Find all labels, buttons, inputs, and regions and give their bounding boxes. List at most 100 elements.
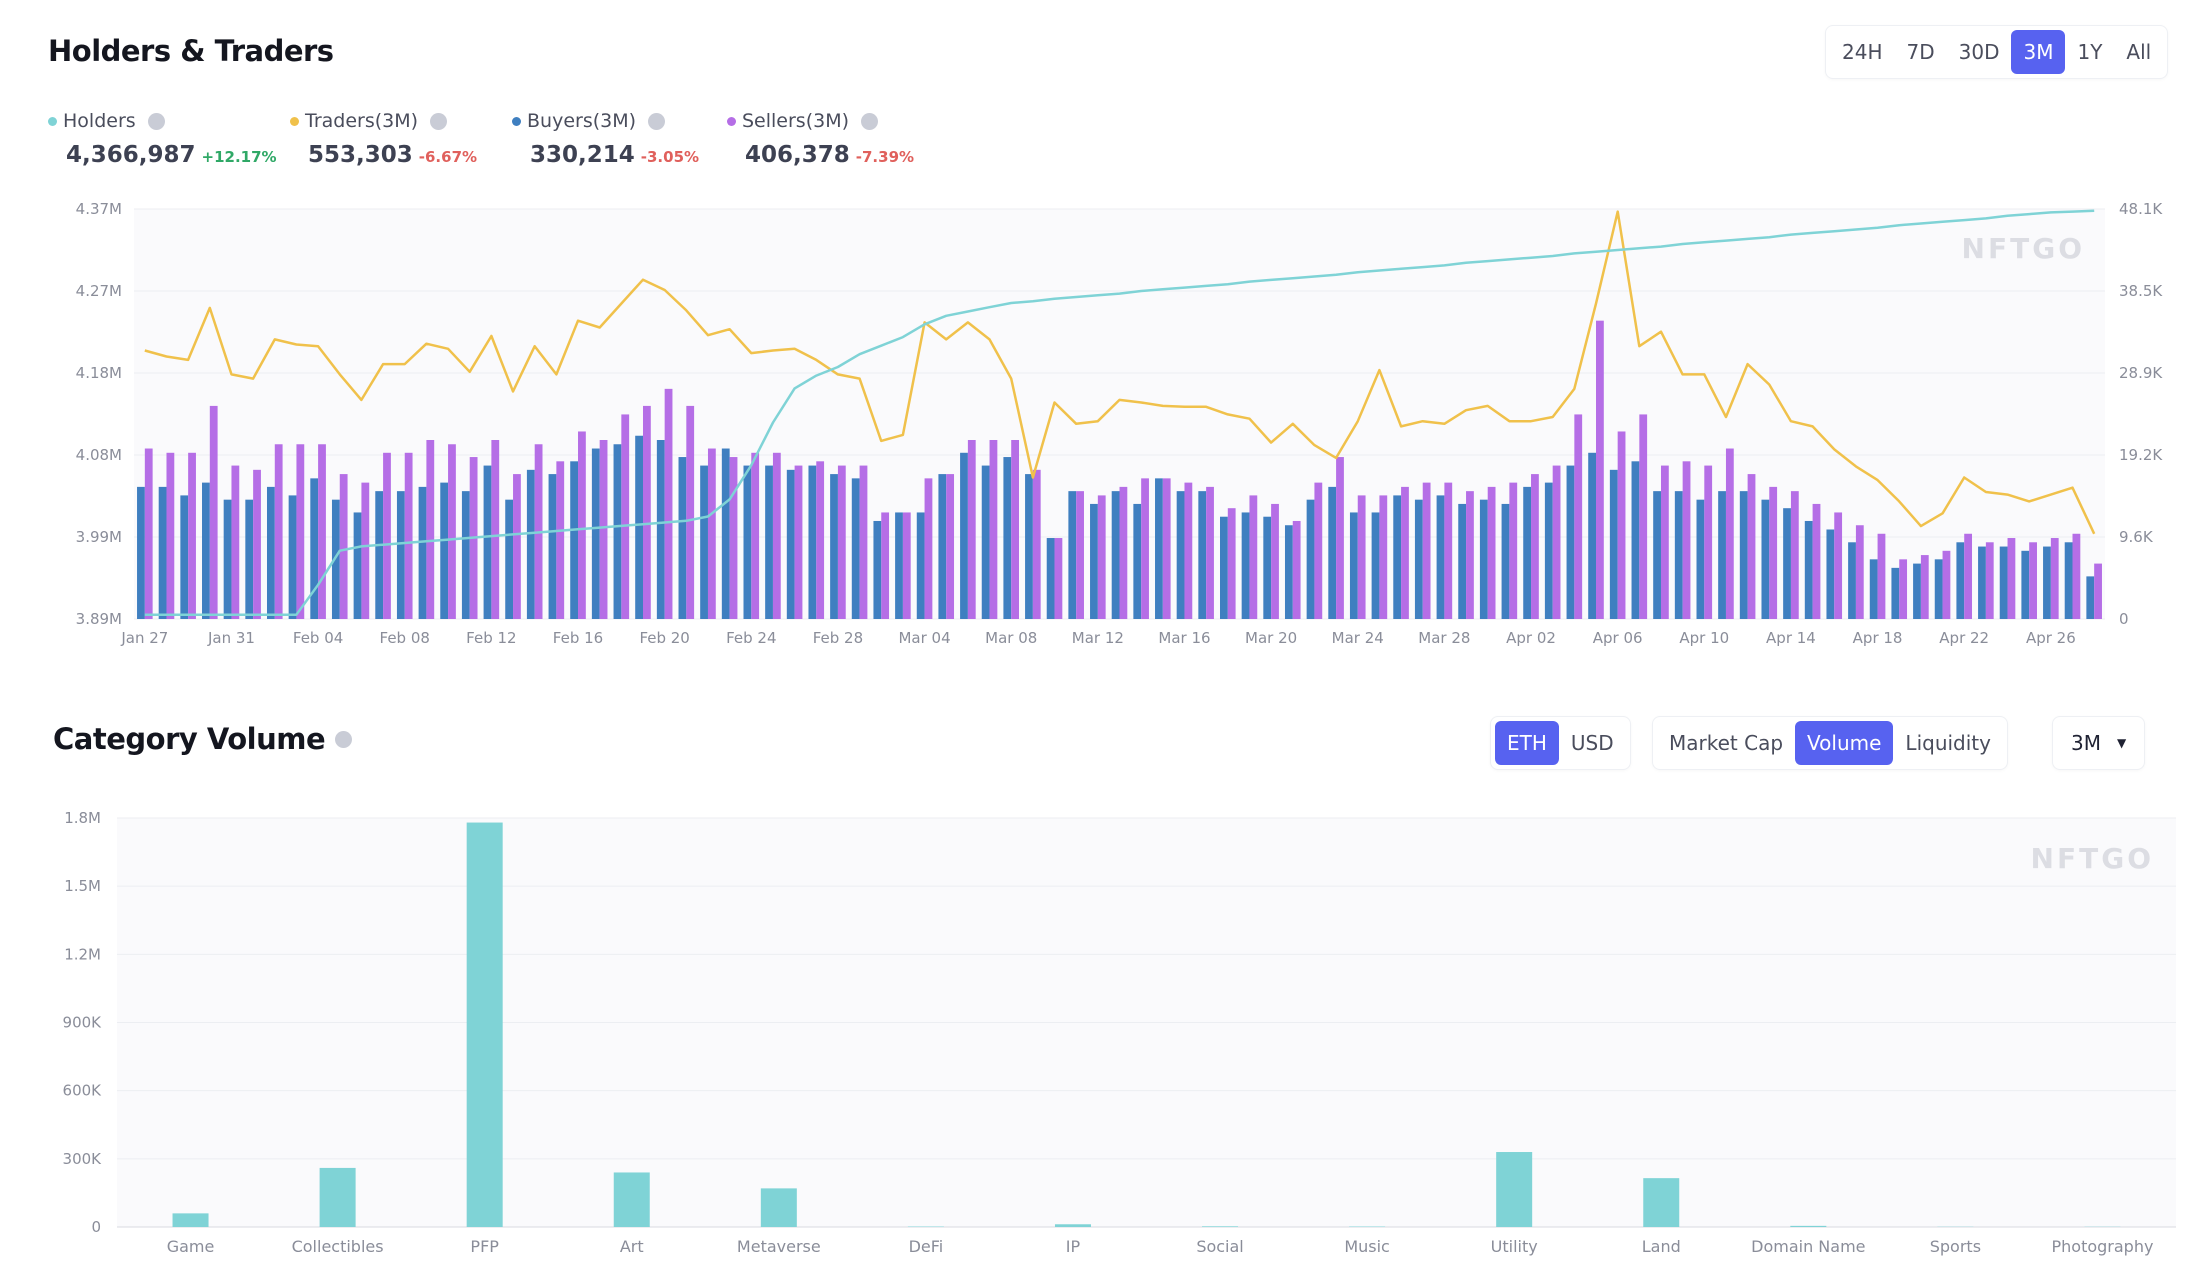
buyers-bar — [1913, 563, 1921, 619]
buyers-bar — [1458, 503, 1467, 619]
sellers-bar — [1985, 542, 1994, 619]
legend-item-sellers3m[interactable]: Sellers(3M) 406,378 -7.39% — [727, 110, 914, 168]
metric-volume[interactable]: Volume — [1795, 721, 1894, 765]
x-axis-tick: Jan 27 — [120, 629, 168, 647]
sellers-bar — [1292, 520, 1301, 619]
metric-liquidity[interactable]: Liquidity — [1905, 731, 1991, 755]
category-label: Art — [620, 1237, 644, 1256]
sellers-bar — [1162, 478, 1171, 619]
sellers-bar — [1769, 486, 1778, 619]
buyers-bar — [1739, 491, 1748, 619]
period-1y[interactable]: 1Y — [2077, 40, 2103, 64]
period-3m[interactable]: 3M — [2011, 30, 2066, 74]
sellers-bar — [1899, 559, 1908, 619]
buyers-bar — [2021, 550, 2030, 619]
sellers-bar — [188, 452, 196, 619]
sellers-bar — [1206, 486, 1214, 619]
buyers-bar — [1176, 491, 1185, 619]
x-axis-tick: Mar 20 — [1245, 629, 1297, 647]
buyers-bar — [1718, 491, 1726, 619]
legend-label-text: Sellers(3M) — [742, 110, 850, 132]
buyers-bar — [1956, 542, 1965, 619]
info-icon[interactable] — [861, 112, 879, 130]
sellers-bar — [1660, 465, 1669, 619]
info-icon[interactable] — [147, 112, 165, 130]
sellers-bar — [729, 457, 738, 619]
sellers-bar — [1444, 482, 1453, 619]
metric-market-cap[interactable]: Market Cap — [1669, 731, 1784, 755]
sellers-bar — [144, 448, 153, 619]
sellers-bar — [1401, 486, 1409, 619]
legend-item-holders[interactable]: Holders 4,366,987 +12.17% — [48, 110, 277, 168]
sellers-bar — [253, 469, 261, 619]
legend-dot-icon — [727, 116, 736, 126]
buyers-bar — [245, 499, 254, 619]
legend-value: 4,366,987 +12.17% — [66, 142, 277, 168]
sellers-bar — [1682, 461, 1691, 619]
buyers-bar — [1371, 512, 1380, 619]
legend-value: 330,214 -3.05% — [530, 142, 699, 168]
category-label: Game — [167, 1237, 215, 1256]
category-bar — [1202, 1226, 1239, 1227]
legend-change: -6.67% — [418, 148, 478, 166]
legend-item-traders3m[interactable]: Traders(3M) 553,303 -6.67% — [290, 110, 477, 168]
buyers-bar — [353, 512, 362, 619]
buyers-bar — [1155, 478, 1163, 619]
category-label: Collectibles — [292, 1237, 384, 1256]
buyers-bar — [1025, 474, 1033, 619]
buyers-bar — [1869, 559, 1878, 619]
category-label: Domain Name — [1751, 1237, 1865, 1256]
buyers-bar — [635, 435, 643, 619]
buyers-bar — [1891, 567, 1900, 619]
right-axis-tick: 28.9K — [2119, 364, 2163, 382]
period-all[interactable]: All — [2126, 40, 2152, 64]
right-axis-tick: 38.5K — [2119, 282, 2163, 300]
legend-item-buyers3m[interactable]: Buyers(3M) 330,214 -3.05% — [512, 110, 699, 168]
info-icon[interactable] — [430, 112, 448, 130]
buyers-bar — [613, 444, 622, 619]
buyers-bar — [1090, 503, 1098, 619]
period-30d[interactable]: 30D — [1958, 40, 2000, 64]
sellers-bar — [1596, 320, 1604, 619]
buyers-bar — [1761, 499, 1770, 619]
buyers-bar — [1436, 495, 1445, 619]
sellers-bar — [1617, 431, 1626, 619]
period-selector: 24H 7D 30D 3M 1Y All — [1825, 25, 2169, 79]
traders-line — [144, 210, 2096, 535]
sellers-bar — [1097, 495, 1106, 619]
legend-dot-icon — [48, 116, 57, 126]
range-dropdown-value: 3M — [2071, 731, 2101, 755]
currency-usd[interactable]: USD — [1570, 731, 1614, 755]
legend-label: Traders(3M) — [290, 110, 477, 132]
buyers-bar — [591, 448, 600, 619]
sellers-bar — [404, 452, 413, 619]
buyers-bar — [180, 495, 189, 619]
sellers-bar — [2050, 538, 2059, 619]
period-7d[interactable]: 7D — [1906, 40, 1935, 64]
x-axis-tick: Feb 28 — [813, 629, 863, 647]
legend-value-number: 330,214 — [530, 142, 635, 168]
sellers-bar — [1271, 503, 1279, 619]
buyers-bar — [1003, 457, 1012, 619]
sellers-bar — [859, 465, 868, 619]
category-label: IP — [1066, 1237, 1081, 1256]
legend-label-text: Holders — [63, 110, 136, 132]
legend-dot-icon — [290, 116, 299, 126]
sellers-bar — [231, 465, 240, 619]
period-24h[interactable]: 24H — [1842, 40, 1883, 64]
legend-label: Sellers(3M) — [727, 110, 914, 132]
info-icon[interactable] — [335, 730, 353, 748]
sellers-bar — [1790, 491, 1799, 619]
info-icon[interactable] — [648, 112, 666, 130]
currency-eth[interactable]: ETH — [1495, 721, 1559, 765]
sellers-bar — [383, 452, 391, 619]
legend-value-number: 4,366,987 — [66, 142, 196, 168]
left-axis-tick: 4.18M — [76, 364, 122, 382]
sellers-bar — [491, 439, 500, 619]
buyers-bar — [700, 465, 708, 619]
range-dropdown[interactable]: 3M ▼ — [2052, 716, 2146, 770]
nftgo-watermark: NFTGO — [1962, 232, 2085, 265]
sellers-bar — [2094, 563, 2102, 619]
y-axis-tick: 600K — [63, 1082, 103, 1100]
